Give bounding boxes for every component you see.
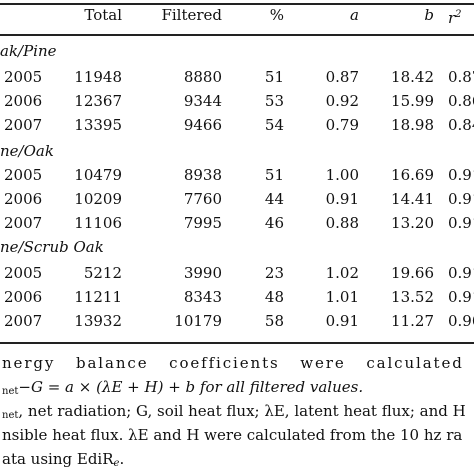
row-a: 0.91 <box>325 190 359 208</box>
row-total: 11948 <box>74 68 122 86</box>
row-percent: 58 <box>264 312 284 330</box>
row-year: 2006 <box>4 92 43 110</box>
group-label-2: ne/Oak <box>0 142 54 160</box>
row-year: 2007 <box>4 116 43 134</box>
row-year: 2007 <box>4 312 43 330</box>
row-r2: 0.91 <box>448 214 474 232</box>
row-percent: 44 <box>264 190 284 208</box>
row-a: 0.87 <box>325 68 359 86</box>
footnote-line-5: ata using EdiRe. <box>2 448 124 474</box>
footnote-line-2: net−G = a × (λE + H) + b for all filtere… <box>2 376 363 403</box>
row-percent: 46 <box>264 214 284 232</box>
group-label-1: ak/Pine <box>0 42 57 60</box>
footnote-line-3-sub: net <box>2 410 19 421</box>
row-total: 5212 <box>83 264 122 282</box>
row-filtered: 7760 <box>183 190 222 208</box>
row-total: 11211 <box>74 288 122 306</box>
row-year: 2006 <box>4 190 43 208</box>
footnote-line-3: net, net radiation; G, soil heat flux; λ… <box>2 400 466 427</box>
row-total: 12367 <box>74 92 122 110</box>
row-r2: 0.91 <box>448 190 474 208</box>
row-year: 2005 <box>4 264 43 282</box>
row-year: 2005 <box>4 68 43 86</box>
row-total: 11106 <box>74 214 122 232</box>
table-header-rule <box>0 34 474 36</box>
row-r2: 0.86 <box>448 92 474 110</box>
footnote-line-3-text: , net radiation; G, soil heat flux; λE, … <box>18 402 466 420</box>
group-label-3: ne/Scrub Oak <box>0 238 104 256</box>
row-filtered: 9344 <box>183 92 222 110</box>
row-b: 14.41 <box>391 190 434 208</box>
row-a: 0.79 <box>325 116 359 134</box>
row-r2: 0.87 <box>448 68 474 86</box>
row-b: 18.98 <box>391 116 434 134</box>
row-b: 15.99 <box>391 92 434 110</box>
row-filtered: 8343 <box>183 288 222 306</box>
row-b: 18.42 <box>391 68 434 86</box>
row-a: 0.88 <box>325 214 359 232</box>
row-b: 11.27 <box>391 312 434 330</box>
row-a: 1.00 <box>325 166 359 184</box>
row-percent: 48 <box>264 288 284 306</box>
row-a: 0.92 <box>325 92 359 110</box>
header-a: a <box>350 6 359 24</box>
row-total: 13932 <box>74 312 122 330</box>
row-r2: 0.90 <box>448 312 474 330</box>
row-year: 2006 <box>4 288 43 306</box>
header-b: b <box>424 6 434 24</box>
footnote-line-4: nsible heat flux. λE and H were calculat… <box>2 426 463 444</box>
row-percent: 53 <box>264 92 284 110</box>
header-total: Total <box>84 6 122 24</box>
header-r2-sup: 2 <box>455 9 462 20</box>
row-r2: 0.84 <box>448 116 474 134</box>
row-percent: 51 <box>264 68 284 86</box>
row-r2: 0.91 <box>448 288 474 306</box>
row-year: 2007 <box>4 214 43 232</box>
header-r2: r2 <box>448 6 462 27</box>
footnote-line-5-text: ata using EdiR <box>2 450 114 468</box>
row-year: 2005 <box>4 166 43 184</box>
row-b: 13.20 <box>391 214 434 232</box>
header-percent: % <box>269 6 284 24</box>
row-total: 10209 <box>74 190 122 208</box>
table-bottom-rule <box>0 342 474 344</box>
footnote-line-2-text: −G = a × (λE + H) + b for all filtered v… <box>18 378 364 396</box>
row-r2: 0.91 <box>448 264 474 282</box>
row-filtered: 8938 <box>183 166 222 184</box>
row-r2: 0.91 <box>448 166 474 184</box>
footnote-line-5-sub: e <box>113 458 120 469</box>
footnote-line-2-sub: net <box>2 386 19 397</box>
row-b: 19.66 <box>391 264 434 282</box>
row-percent: 54 <box>264 116 284 134</box>
footnote-line-5-post: . <box>119 450 125 468</box>
row-a: 1.02 <box>325 264 359 282</box>
row-total: 10479 <box>74 166 122 184</box>
row-b: 13.52 <box>391 288 434 306</box>
row-percent: 51 <box>264 166 284 184</box>
row-filtered: 3990 <box>183 264 222 282</box>
row-total: 13395 <box>74 116 122 134</box>
row-filtered: 9466 <box>183 116 222 134</box>
row-b: 16.69 <box>391 166 434 184</box>
row-filtered: 7995 <box>183 214 222 232</box>
table-top-rule <box>0 3 474 5</box>
row-percent: 23 <box>264 264 284 282</box>
row-a: 1.01 <box>325 288 359 306</box>
header-r2-base: r <box>448 9 456 27</box>
footnote-line-1: nergy balance coefficients were calculat… <box>2 354 474 372</box>
row-filtered: 10179 <box>174 312 222 330</box>
row-filtered: 8880 <box>183 68 222 86</box>
header-filtered: Filtered <box>161 6 222 24</box>
row-a: 0.91 <box>325 312 359 330</box>
